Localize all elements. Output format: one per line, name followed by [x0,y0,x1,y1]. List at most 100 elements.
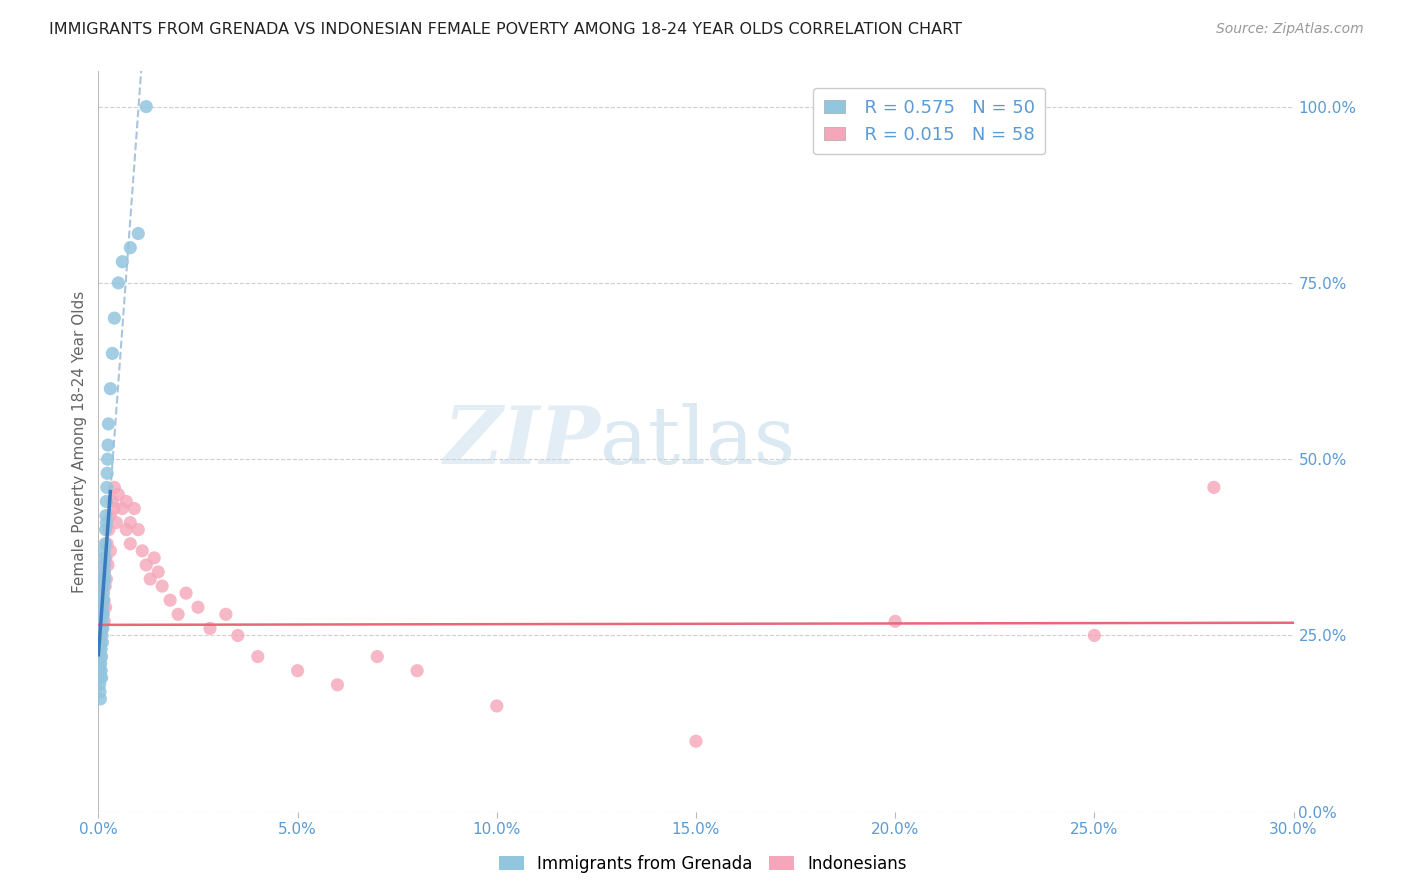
Point [1202,480,1225,494]
Point [89,685,111,699]
Point [89,593,111,607]
Point [90,621,112,635]
Point [131,544,153,558]
Point [148,565,170,579]
Point [127,227,149,241]
Point [94,579,117,593]
Point [115,523,138,537]
Point [103,501,125,516]
Point [96,480,118,494]
Point [89,649,111,664]
Point [93,558,115,572]
Point [90,635,112,649]
Point [139,572,162,586]
Point [93,572,115,586]
Point [89,692,111,706]
Point [89,678,111,692]
Point [97,438,120,452]
Point [135,100,157,114]
Point [94,550,117,565]
Point [246,649,269,664]
Point [90,657,112,671]
Point [111,254,134,268]
Point [91,586,114,600]
Point [287,664,309,678]
Point [93,565,115,579]
Legend:   R = 0.575   N = 50,   R = 0.015   N = 58: R = 0.575 N = 50, R = 0.015 N = 58 [813,87,1046,154]
Point [143,550,166,565]
Point [107,276,129,290]
Point [150,579,173,593]
Point [187,600,209,615]
Point [97,523,120,537]
Point [97,558,120,572]
Text: IMMIGRANTS FROM GRENADA VS INDONESIAN FEMALE POVERTY AMONG 18-24 YEAR OLDS CORRE: IMMIGRANTS FROM GRENADA VS INDONESIAN FE… [49,22,962,37]
Point [174,586,197,600]
Point [91,586,114,600]
Text: ZIP: ZIP [443,403,600,480]
Point [89,615,111,629]
Point [89,657,111,671]
Point [94,600,117,615]
Point [91,593,114,607]
Point [93,544,115,558]
Point [93,593,115,607]
Point [91,628,114,642]
Point [90,628,112,642]
Point [485,698,508,713]
Point [97,452,120,467]
Legend: Immigrants from Grenada, Indonesians: Immigrants from Grenada, Indonesians [492,848,914,880]
Point [124,501,146,516]
Point [96,537,118,551]
Point [127,523,149,537]
Point [94,537,117,551]
Point [93,579,115,593]
Point [91,615,114,629]
Point [685,734,707,748]
Point [94,523,117,537]
Point [90,579,112,593]
Point [101,346,124,360]
Text: Source: ZipAtlas.com: Source: ZipAtlas.com [1216,22,1364,37]
Point [107,487,129,501]
Point [98,544,122,558]
Point [94,558,117,572]
Point [94,572,117,586]
Point [90,671,112,685]
Point [96,572,118,586]
Point [101,494,124,508]
Point [96,516,118,530]
Point [91,621,114,635]
Point [111,501,134,516]
Point [96,494,118,508]
Point [89,671,111,685]
Point [91,621,114,635]
Point [93,565,115,579]
Point [120,241,142,255]
Point [159,593,181,607]
Point [115,494,138,508]
Point [226,628,249,642]
Point [93,615,115,629]
Point [96,467,118,481]
Point [326,678,349,692]
Point [1083,628,1105,642]
Point [135,558,157,572]
Point [105,516,128,530]
Point [91,572,114,586]
Point [89,607,111,622]
Point [90,642,112,657]
Point [98,508,122,523]
Point [91,607,114,622]
Point [103,480,125,494]
Point [366,649,388,664]
Point [91,600,114,615]
Point [90,664,112,678]
Point [103,311,125,326]
Text: atlas: atlas [600,402,796,481]
Point [884,615,907,629]
Point [90,600,112,615]
Point [91,635,114,649]
Point [93,593,115,607]
Point [90,649,112,664]
